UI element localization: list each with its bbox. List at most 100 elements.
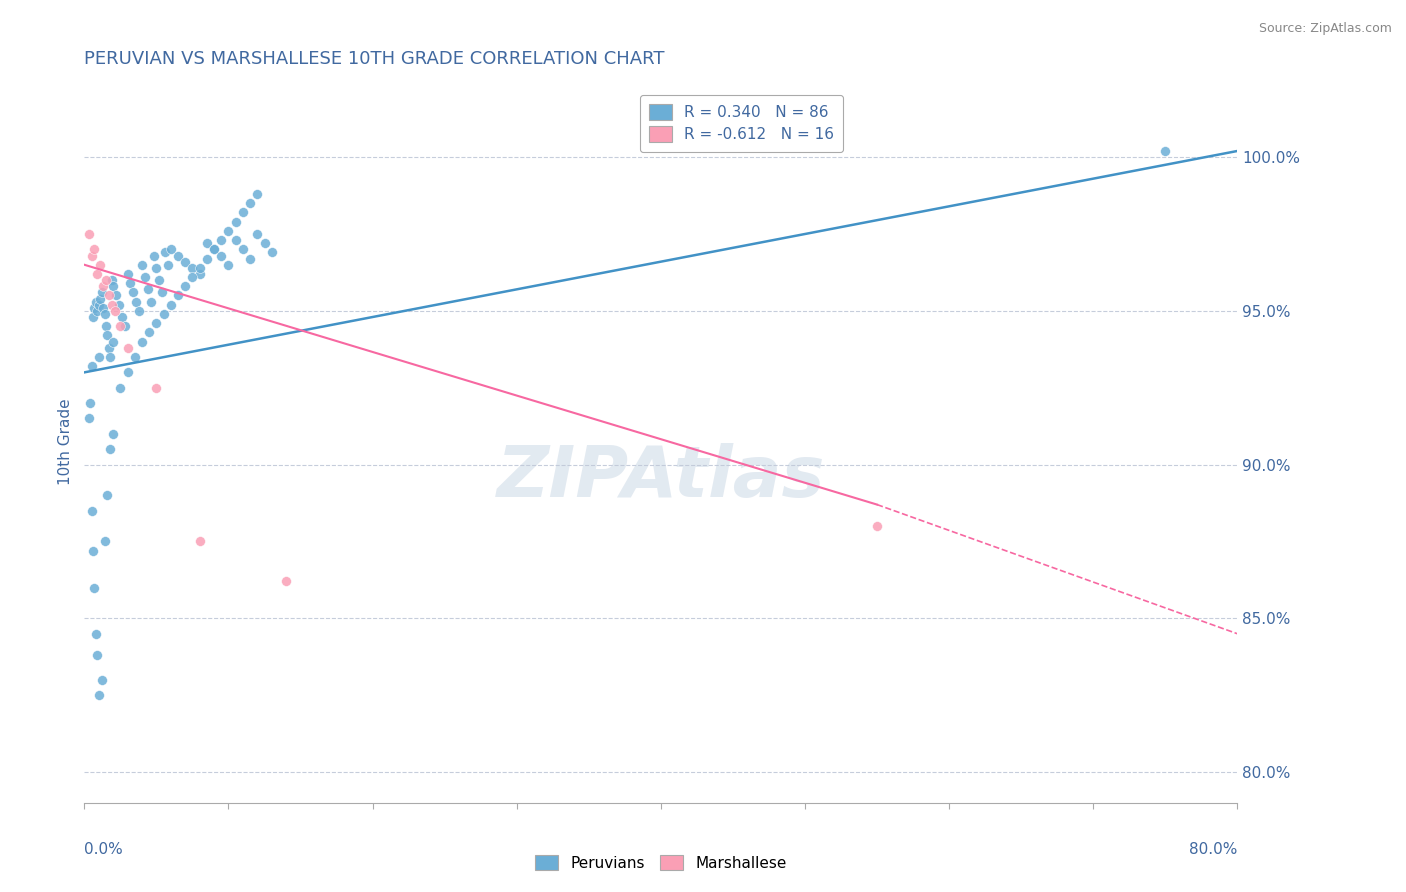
Point [188,260,211,275]
Point [80,504,103,518]
Point [136,282,159,296]
Point [91,301,114,315]
Text: 80.0%: 80.0% [1189,842,1237,856]
Point [152,307,174,321]
Point [114,319,136,334]
Point [195,252,218,266]
Point [239,252,262,266]
Point [89,258,111,272]
Point [156,258,179,272]
Point [86,304,108,318]
Point [86,648,108,663]
Point [91,279,114,293]
Point [134,270,156,285]
Point [98,350,121,364]
Point [79,396,101,410]
Point [181,260,204,275]
Point [87,350,110,364]
Legend: Peruvians, Marshallese: Peruvians, Marshallese [526,846,796,880]
Text: PERUVIAN VS MARSHALLESE 10TH GRADE CORRELATION CHART: PERUVIAN VS MARSHALLESE 10TH GRADE CORRE… [84,50,665,68]
Point [100,273,122,287]
Text: ZIPAtlas: ZIPAtlas [496,443,825,512]
Point [96,488,118,502]
Point [128,304,150,318]
Legend: R = 0.340   N = 86, R = -0.612   N = 16: R = 0.340 N = 86, R = -0.612 N = 16 [640,95,844,152]
Text: Source: ZipAtlas.com: Source: ZipAtlas.com [1258,22,1392,36]
Point [103,426,124,441]
Point [93,534,115,549]
Point [138,326,160,340]
Point [195,236,218,251]
Point [87,298,110,312]
Point [276,574,298,589]
Point [77,411,100,425]
Point [110,381,132,395]
Point [111,310,134,324]
Point [160,243,183,257]
Point [209,233,232,247]
Point [167,288,190,302]
Point [188,534,211,549]
Point [145,381,167,395]
Point [93,307,115,321]
Point [84,294,107,309]
Point [145,260,167,275]
Point [82,310,104,324]
Point [188,267,211,281]
Point [117,267,139,281]
Point [100,298,122,312]
Point [167,248,190,262]
Point [150,285,173,300]
Point [246,187,269,202]
Point [232,205,254,219]
Point [174,254,197,268]
Point [181,270,204,285]
Point [209,248,232,262]
Point [232,243,254,257]
Point [86,267,108,281]
Point [253,236,276,251]
Y-axis label: 10th Grade: 10th Grade [58,398,73,485]
Point [103,334,124,349]
Point [174,279,197,293]
Point [80,359,103,374]
Point [90,285,112,300]
Point [117,365,139,379]
Point [239,196,262,211]
Point [87,688,110,702]
Point [145,316,167,330]
Point [225,215,247,229]
Point [142,248,165,262]
Point [122,285,145,300]
Point [97,341,120,355]
Point [160,298,183,312]
Point [148,273,170,287]
Point [89,292,111,306]
Point [98,442,121,457]
Point [90,673,112,687]
Point [104,304,127,318]
Point [96,328,118,343]
Text: 0.0%: 0.0% [84,842,124,856]
Point [94,319,117,334]
Point [131,258,153,272]
Point [124,350,146,364]
Point [94,273,117,287]
Point [117,341,139,355]
Point [866,519,889,533]
Point [103,279,124,293]
Point [1154,144,1177,158]
Point [83,243,105,257]
Point [97,288,120,302]
Point [139,294,162,309]
Point [110,319,132,334]
Point [202,243,225,257]
Point [225,233,247,247]
Point [83,581,105,595]
Point [82,543,104,558]
Point [131,334,153,349]
Point [218,258,240,272]
Point [260,245,283,260]
Point [246,227,269,241]
Point [125,294,148,309]
